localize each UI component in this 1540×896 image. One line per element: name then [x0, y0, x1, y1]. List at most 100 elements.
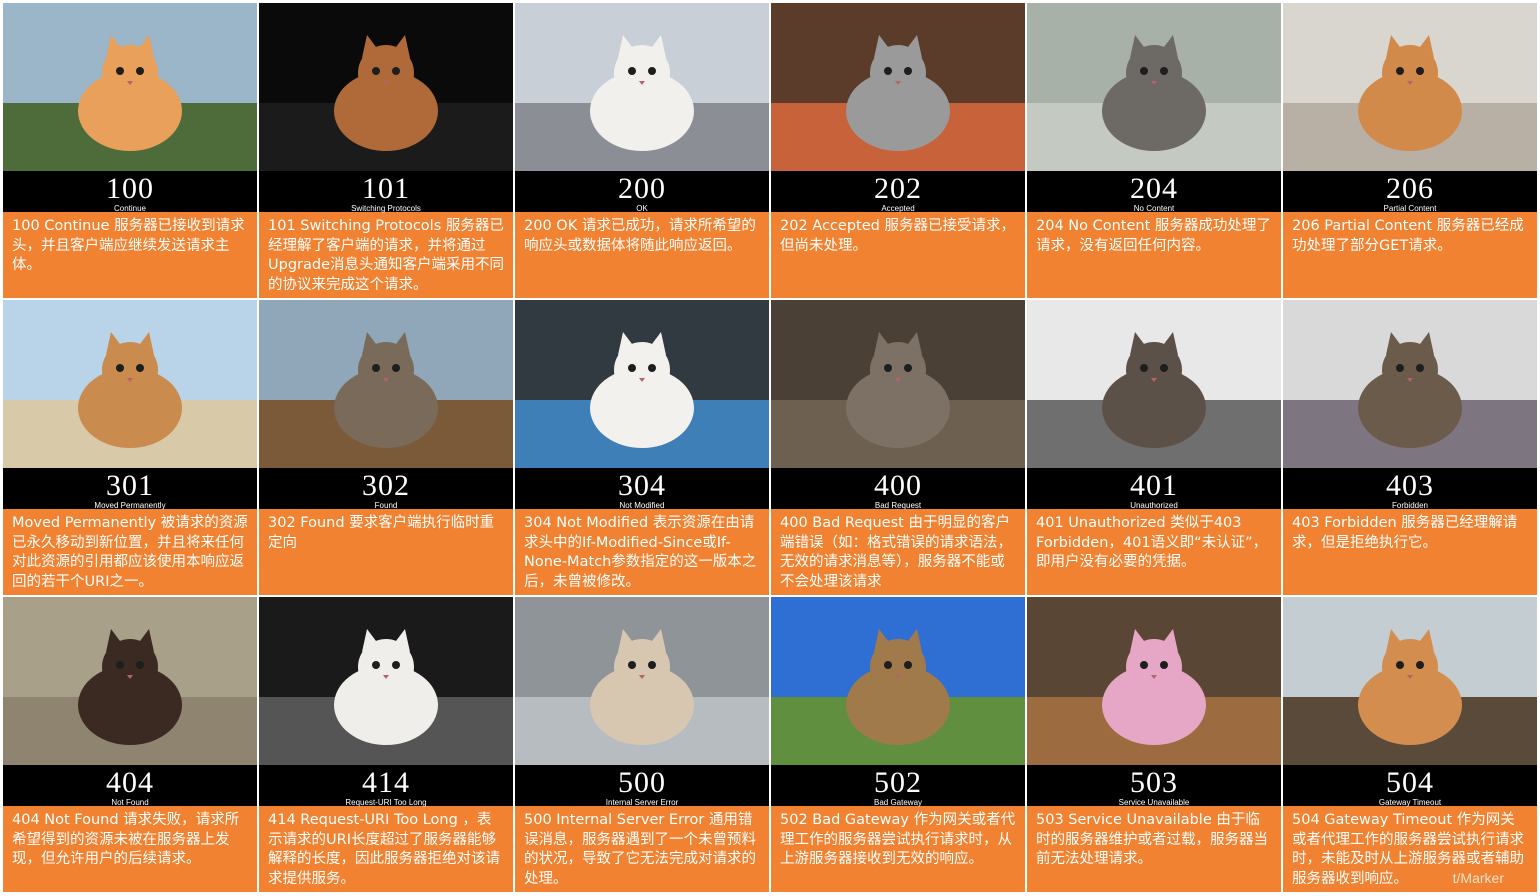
- cat-photo: [259, 300, 513, 468]
- cat-photo-placeholder: [259, 300, 513, 468]
- status-reason-phrase: Bad Gateway: [873, 798, 923, 807]
- cat-photo-placeholder: [771, 597, 1025, 765]
- status-code-bar: 400 Bad Request: [771, 468, 1025, 510]
- status-code-number: 502: [874, 766, 922, 799]
- status-card: 401 Unauthorized 401 Unauthorized 类似于403 F…: [1027, 300, 1281, 595]
- status-reason-phrase: Found: [374, 501, 398, 510]
- status-card: 304 Not Modified 304 Not Modified 表示资源在由请求…: [515, 300, 769, 595]
- status-reason-phrase: Service Unavailable: [1118, 798, 1190, 807]
- status-description: 400 Bad Request 由于明显的客户端错误（如：格式错误的请求语法，无…: [771, 509, 1025, 595]
- status-description: 503 Service Unavailable 由于临时的服务器维护或者过载，服…: [1027, 806, 1281, 892]
- status-reason-phrase: Request-URI Too Long: [345, 798, 427, 807]
- cat-photo: [1027, 597, 1281, 765]
- cat-photo-placeholder: [3, 300, 257, 468]
- status-card: 503 Service Unavailable 503 Service Unavai…: [1027, 597, 1281, 892]
- status-reason-phrase: Internal Server Error: [605, 798, 679, 807]
- cat-photo-placeholder: [1283, 3, 1537, 171]
- cat-photo-placeholder: [259, 3, 513, 171]
- status-reason-phrase: Not Found: [111, 798, 149, 807]
- status-description: 502 Bad Gateway 作为网关或者代理工作的服务器尝试执行请求时，从上…: [771, 806, 1025, 892]
- watermark-text: t/Marker: [1452, 870, 1504, 886]
- cat-photo-placeholder: [259, 597, 513, 765]
- status-code-number: 404: [106, 766, 154, 799]
- status-reason-phrase: Bad Request: [874, 501, 922, 510]
- status-card: 414 Request-URI Too Long 414 Request-URI T…: [259, 597, 513, 892]
- status-description: 304 Not Modified 表示资源在由请求头中的If-Modified-…: [515, 509, 769, 595]
- cat-photo: [259, 597, 513, 765]
- status-reason-phrase: Continue: [113, 204, 147, 213]
- status-card: 206 Partial Content 206 Partial Content 服务…: [1283, 3, 1537, 298]
- cat-photo-placeholder: [515, 597, 769, 765]
- status-card: 504 Gateway Timeout 504 Gateway Timeout 作为…: [1283, 597, 1537, 892]
- status-description: 404 Not Found 请求失败，请求所希望得到的资源未被在服务器上发现，但…: [3, 806, 257, 892]
- cat-photo: [259, 3, 513, 171]
- status-code-number: 206: [1386, 172, 1434, 205]
- cat-photo: [515, 597, 769, 765]
- status-card: 400 Bad Request 400 Bad Request 由于明显的客户端错误…: [771, 300, 1025, 595]
- status-card: 204 No Content 204 No Content 服务器成功处理了请求，没…: [1027, 3, 1281, 298]
- status-card: 101 Switching Protocols 101 Switching Prot…: [259, 3, 513, 298]
- status-code-bar: 404 Not Found: [3, 765, 257, 807]
- status-code-bar: 204 No Content: [1027, 171, 1281, 213]
- status-code-bar: 101 Switching Protocols: [259, 171, 513, 213]
- cat-photo-placeholder: [1283, 300, 1537, 468]
- status-reason-phrase: Not Modified: [619, 501, 665, 510]
- cat-photo: [1027, 3, 1281, 171]
- status-description: 500 Internal Server Error 通用错误消息，服务器遇到了一…: [515, 806, 769, 892]
- cat-photo: [771, 3, 1025, 171]
- status-description: 206 Partial Content 服务器已经成功处理了部分GET请求。: [1283, 212, 1537, 298]
- status-reason-phrase: Forbidden: [1391, 501, 1429, 510]
- status-code-number: 401: [1130, 469, 1178, 502]
- cat-photo-placeholder: [3, 3, 257, 171]
- status-code-bar: 304 Not Modified: [515, 468, 769, 510]
- status-code-bar: 403 Forbidden: [1283, 468, 1537, 510]
- status-code-number: 204: [1130, 172, 1178, 205]
- status-code-number: 202: [874, 172, 922, 205]
- status-code-bar: 100 Continue: [3, 171, 257, 213]
- status-card: 100 Continue 100 Continue 服务器已接收到请求头，并且客户端…: [3, 3, 257, 298]
- status-code-bar: 202 Accepted: [771, 171, 1025, 213]
- status-card: 302 Found 302 Found 要求客户端执行临时重定向: [259, 300, 513, 595]
- status-card: 404 Not Found 404 Not Found 请求失败，请求所希望得到的资…: [3, 597, 257, 892]
- status-description: 202 Accepted 服务器已接受请求，但尚未处理。: [771, 212, 1025, 298]
- status-reason-phrase: Unauthorized: [1130, 501, 1178, 510]
- status-reason-phrase: OK: [636, 204, 648, 213]
- status-reason-phrase: Gateway Timeout: [1378, 798, 1442, 807]
- cat-photo: [1283, 300, 1537, 468]
- status-description: 414 Request-URI Too Long ，表示请求的URI长度超过了服…: [259, 806, 513, 892]
- status-reason-phrase: No Content: [1133, 204, 1175, 213]
- status-code-number: 400: [874, 469, 922, 502]
- status-code-number: 503: [1130, 766, 1178, 799]
- cat-photo: [3, 300, 257, 468]
- status-reason-phrase: Partial Content: [1383, 204, 1437, 213]
- cat-photo: [771, 597, 1025, 765]
- status-card: 502 Bad Gateway 502 Bad Gateway 作为网关或者代理工作…: [771, 597, 1025, 892]
- cat-photo-placeholder: [771, 3, 1025, 171]
- status-description: 204 No Content 服务器成功处理了请求，没有返回任何内容。: [1027, 212, 1281, 298]
- status-description: 401 Unauthorized 类似于403 Forbidden，401语义即…: [1027, 509, 1281, 595]
- cat-photo-placeholder: [3, 597, 257, 765]
- status-code-bar: 500 Internal Server Error: [515, 765, 769, 807]
- status-code-bar: 401 Unauthorized: [1027, 468, 1281, 510]
- cat-photo-placeholder: [1027, 300, 1281, 468]
- status-code-number: 200: [618, 172, 666, 205]
- cat-photo-placeholder: [515, 300, 769, 468]
- cat-photo: [515, 300, 769, 468]
- cat-photo: [1283, 597, 1537, 765]
- status-card: 403 Forbidden 403 Forbidden 服务器已经理解请求，但是拒绝…: [1283, 300, 1537, 595]
- status-description: 100 Continue 服务器已接收到请求头，并且客户端应继续发送请求主体。: [3, 212, 257, 298]
- status-code-number: 414: [362, 766, 410, 799]
- status-description: Moved Permanently 被请求的资源已永久移动到新位置，并且将来任何…: [3, 509, 257, 595]
- status-code-number: 301: [106, 469, 154, 502]
- status-code-number: 101: [362, 172, 410, 205]
- status-code-bar: 302 Found: [259, 468, 513, 510]
- status-description: 101 Switching Protocols 服务器已经理解了客户端的请求，并…: [259, 212, 513, 298]
- cat-photo: [1283, 3, 1537, 171]
- status-code-bar: 414 Request-URI Too Long: [259, 765, 513, 807]
- status-reason-phrase: Moved Permanently: [94, 501, 166, 510]
- status-code-number: 100: [106, 172, 154, 205]
- cat-photo-placeholder: [1027, 597, 1281, 765]
- status-code-bar: 503 Service Unavailable: [1027, 765, 1281, 807]
- cat-photo: [3, 3, 257, 171]
